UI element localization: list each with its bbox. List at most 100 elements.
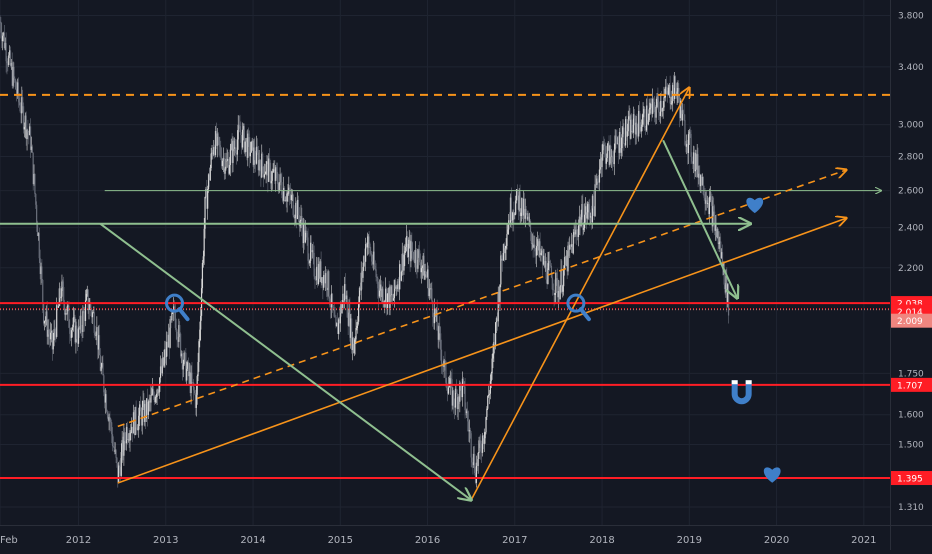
candle-body	[468, 429, 471, 432]
candle-body	[349, 308, 351, 338]
candle-body	[342, 293, 344, 304]
candle-body	[590, 216, 593, 223]
candle-body	[298, 215, 300, 227]
candle-body	[6, 61, 8, 64]
candle-body	[324, 273, 327, 284]
candle-body	[163, 357, 165, 366]
candle-body	[255, 160, 257, 164]
candle-body	[322, 277, 324, 288]
candle-body	[212, 152, 214, 155]
candle-body	[455, 388, 457, 393]
candle-body	[221, 157, 223, 167]
candle-body	[456, 392, 458, 410]
candle-body	[419, 262, 422, 273]
candle-body	[118, 465, 121, 468]
candle-body	[131, 426, 133, 433]
candle-body	[714, 211, 716, 231]
candle-body	[462, 378, 464, 382]
candle-body	[464, 386, 466, 411]
candle-body	[234, 147, 236, 149]
candle-body	[560, 269, 562, 287]
candle-body	[276, 172, 279, 184]
candle-body	[126, 426, 128, 440]
candle-body	[48, 329, 50, 335]
candle-body	[160, 366, 163, 374]
candle-body	[53, 329, 55, 341]
candle-body	[719, 241, 721, 243]
candle-body	[527, 216, 529, 220]
candle-body	[110, 422, 112, 423]
candle-body	[434, 308, 437, 318]
candle-body	[8, 50, 11, 56]
candle-body	[337, 323, 339, 334]
candle-body	[429, 287, 431, 290]
candle-body	[184, 352, 186, 354]
candle-body	[570, 244, 573, 247]
candle-body	[610, 145, 612, 157]
candle-body	[114, 450, 116, 452]
candle-body	[590, 216, 592, 218]
candle-body	[516, 189, 519, 196]
candle-body	[694, 153, 697, 172]
price-tag-label: 2.009	[897, 317, 923, 327]
candle-body	[236, 139, 238, 155]
candle-body	[224, 168, 226, 174]
candle-body	[248, 133, 250, 138]
candle-body	[506, 234, 508, 246]
candle-body	[282, 194, 284, 201]
candle-body	[17, 82, 19, 98]
candle-body	[613, 149, 615, 165]
x-tick-label: 2015	[328, 535, 353, 546]
candle-body	[596, 178, 598, 185]
candle-body	[487, 395, 489, 409]
candle-body	[2, 32, 5, 36]
candle-body	[118, 465, 120, 483]
candle-body	[620, 148, 622, 153]
candle-body	[209, 168, 211, 181]
candle-body	[310, 242, 312, 261]
candle-body	[421, 266, 423, 269]
candle-body	[211, 152, 213, 154]
candle-body	[638, 110, 640, 137]
candle-body	[331, 293, 334, 308]
candle-body	[607, 142, 609, 146]
candle-body	[636, 122, 638, 128]
candle-body	[309, 260, 311, 264]
magnet-icon	[731, 380, 752, 405]
candle-body	[344, 284, 347, 300]
candle-body	[265, 164, 267, 174]
candle-body	[12, 66, 14, 86]
x-tick-label: 2014	[240, 535, 265, 546]
candle-body	[481, 451, 483, 453]
candle-body	[706, 200, 708, 205]
candle-body	[461, 378, 464, 398]
candle-body	[323, 275, 325, 288]
candle-body	[540, 252, 542, 255]
candle-body	[158, 391, 160, 393]
candle-body	[40, 266, 42, 274]
candle-body	[3, 32, 5, 49]
candle-body	[76, 325, 78, 340]
candle-body	[143, 400, 145, 422]
candle-body	[232, 140, 234, 163]
candle-body	[156, 389, 158, 397]
candle-body	[718, 242, 720, 244]
price-tag	[891, 471, 932, 486]
candle-body	[334, 316, 336, 318]
candle-body	[166, 341, 169, 348]
candle-body	[243, 126, 245, 153]
candle-body	[282, 187, 285, 201]
candle-body	[425, 271, 427, 275]
candle-body	[605, 158, 608, 164]
candle-body	[58, 288, 60, 307]
candle-body	[77, 339, 79, 344]
candle-body	[102, 363, 104, 376]
candle-body	[321, 277, 323, 284]
y-tick-label: 2.400	[898, 224, 924, 234]
candle-body	[371, 261, 374, 265]
candle-body	[222, 157, 224, 161]
candle-body	[104, 394, 107, 403]
candle-body	[355, 327, 357, 340]
x-tick-label: 2013	[153, 535, 178, 546]
